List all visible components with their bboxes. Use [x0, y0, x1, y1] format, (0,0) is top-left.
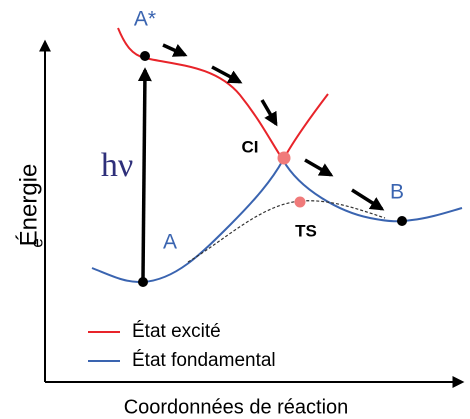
x-axis-label: Coordonnées de réaction: [124, 396, 349, 418]
excitation-arrow: [137, 67, 152, 279]
legend-label: État fondamental: [132, 350, 276, 371]
arrow: [351, 188, 385, 211]
y-axis-label: Énergie: [15, 164, 42, 247]
label-photon: hν: [101, 147, 133, 184]
point-a: [138, 277, 148, 287]
arrow: [211, 65, 243, 84]
point-ci: [277, 151, 291, 165]
point-b: [397, 216, 407, 226]
label-a: A: [163, 231, 177, 254]
legend: État excité État fondamental: [88, 321, 276, 371]
label-a-star: A*: [134, 8, 156, 31]
arrow: [162, 43, 188, 57]
point-ts: [294, 196, 306, 208]
point-a-star: [140, 51, 150, 61]
arrow: [260, 99, 278, 127]
label-b: B: [390, 181, 404, 204]
label-ts: TS: [295, 221, 317, 240]
label-ci: CI: [242, 137, 259, 156]
excited-state-curve: [117, 27, 329, 162]
relaxation-arrows: [162, 43, 385, 211]
y-axis-sublabel: e: [27, 238, 46, 247]
arrow: [304, 158, 334, 177]
legend-label: État excité: [132, 321, 221, 342]
thermal-path: [187, 200, 386, 263]
